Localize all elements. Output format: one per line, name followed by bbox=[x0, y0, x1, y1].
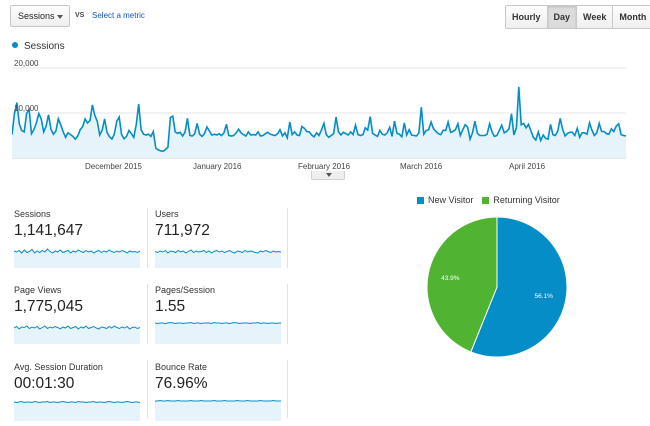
metric-label: Users bbox=[155, 209, 179, 219]
sparkline-line bbox=[14, 325, 140, 330]
metric-pages-per-session[interactable]: Pages/Session 1.55 bbox=[155, 285, 283, 349]
metric-value: 711,972 bbox=[155, 222, 210, 239]
returning-visitor-swatch bbox=[482, 197, 490, 204]
metric-avg-session-duration[interactable]: Avg. Session Duration 00:01:30 bbox=[14, 362, 142, 426]
metric-select-dropdown[interactable]: Sessions bbox=[10, 5, 70, 27]
metric-page-views[interactable]: Page Views 1,775,045 bbox=[14, 285, 142, 349]
metric-divider bbox=[287, 208, 288, 268]
metric-divider bbox=[147, 208, 148, 268]
x-tick-label: December 2015 bbox=[85, 162, 142, 171]
chart-legend: Sessions bbox=[12, 41, 65, 52]
new-visitor-swatch bbox=[417, 197, 424, 204]
pie-legend: New Visitor Returning Visitor bbox=[417, 195, 560, 205]
legend-label: Returning Visitor bbox=[493, 195, 560, 205]
metric-label: Sessions bbox=[14, 209, 51, 219]
sparkline-line bbox=[155, 249, 281, 254]
pages-per-session-sparkline bbox=[155, 321, 281, 344]
legend-label: New Visitor bbox=[428, 195, 474, 205]
series-dot-icon bbox=[12, 42, 18, 48]
visitor-type-pie-chart: 56.1% 43.9% bbox=[426, 216, 568, 358]
avg-session-duration-sparkline bbox=[14, 400, 140, 421]
users-sparkline bbox=[155, 249, 281, 268]
sessions-area-chart: 20,000 10,000 December 2015 January 2016… bbox=[12, 60, 626, 171]
metric-value: 76.96% bbox=[155, 375, 208, 392]
metric-users[interactable]: Users 711,972 bbox=[155, 209, 283, 273]
page-views-sparkline bbox=[14, 325, 140, 344]
vs-label: VS bbox=[75, 12, 85, 19]
sparkline-line bbox=[14, 400, 140, 404]
x-tick-label: February 2016 bbox=[298, 162, 351, 171]
chevron-down-icon bbox=[57, 15, 63, 19]
chart-legend-label: Sessions bbox=[24, 41, 65, 52]
legend-item-returning-visitor: Returning Visitor bbox=[482, 195, 560, 205]
time-range-button-group: Hourly Day Week Month bbox=[505, 5, 650, 29]
sessions-area-fill bbox=[12, 86, 626, 158]
sparkline-area bbox=[155, 322, 281, 344]
pie-slice-returning-visitor[interactable] bbox=[426, 216, 498, 353]
sparkline-area bbox=[155, 400, 281, 421]
metric-select-label: Sessions bbox=[18, 11, 55, 21]
metric-divider bbox=[287, 360, 288, 418]
pie-data-label: 56.1% bbox=[534, 293, 553, 300]
sessions-sparkline bbox=[14, 248, 140, 268]
sparkline-line bbox=[155, 399, 281, 402]
metric-label: Page Views bbox=[14, 285, 62, 295]
metric-value: 1,141,647 bbox=[14, 222, 83, 239]
month-button[interactable]: Month bbox=[613, 6, 650, 28]
sparkline-area bbox=[14, 326, 140, 344]
metric-divider bbox=[147, 284, 148, 344]
y-tick-label: 10,000 bbox=[14, 104, 39, 113]
metric-label: Pages/Session bbox=[155, 285, 216, 295]
chevron-down-icon bbox=[326, 173, 332, 177]
metric-value: 00:01:30 bbox=[14, 375, 75, 392]
day-button[interactable]: Day bbox=[547, 6, 578, 28]
sparkline-area bbox=[155, 250, 281, 268]
metric-value: 1,775,045 bbox=[14, 298, 83, 315]
pie-slice-new-visitor[interactable] bbox=[470, 216, 568, 358]
hourly-button[interactable]: Hourly bbox=[506, 6, 548, 28]
sparkline-area bbox=[14, 401, 140, 421]
metric-bounce-rate[interactable]: Bounce Rate 76.96% bbox=[155, 362, 283, 426]
sessions-series-line bbox=[12, 86, 626, 153]
sparkline-line bbox=[155, 321, 281, 325]
x-tick-label: April 2016 bbox=[509, 162, 546, 171]
bounce-rate-sparkline bbox=[155, 399, 281, 421]
select-metric-link[interactable]: Select a metric bbox=[92, 11, 145, 20]
metric-divider bbox=[147, 360, 148, 418]
x-tick-label: January 2016 bbox=[193, 162, 242, 171]
legend-item-new-visitor: New Visitor bbox=[417, 195, 473, 205]
sparkline-line bbox=[14, 248, 140, 254]
y-tick-label: 20,000 bbox=[14, 60, 39, 68]
metric-value: 1.55 bbox=[155, 298, 186, 315]
x-tick-label: March 2016 bbox=[400, 162, 443, 171]
sparkline-area bbox=[14, 249, 140, 268]
collapse-chart-toggle[interactable] bbox=[311, 171, 345, 180]
metric-label: Avg. Session Duration bbox=[14, 362, 103, 372]
metric-label: Bounce Rate bbox=[155, 362, 208, 372]
metric-sessions[interactable]: Sessions 1,141,647 bbox=[14, 209, 142, 273]
metric-divider bbox=[287, 284, 288, 344]
pie-data-label: 43.9% bbox=[441, 275, 460, 282]
week-button[interactable]: Week bbox=[577, 6, 614, 28]
